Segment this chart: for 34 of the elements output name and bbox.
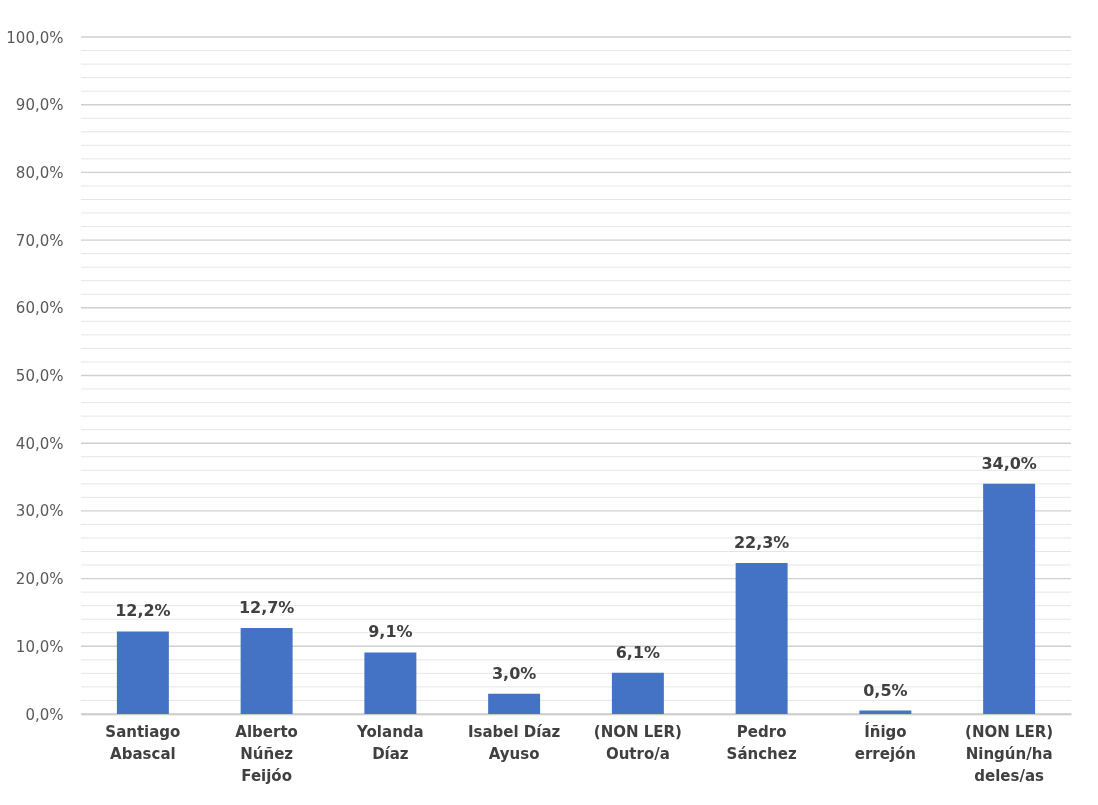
data-label: 6,1% <box>615 642 661 662</box>
bar <box>116 631 169 714</box>
bar <box>735 563 788 714</box>
data-label: 12,7% <box>238 598 295 618</box>
bar <box>488 693 541 714</box>
data-label: 0,5% <box>863 680 908 700</box>
x-tick-label: (NON LER) Outro/a <box>593 722 682 763</box>
bar <box>611 672 664 714</box>
y-tick-label: 60,0% <box>15 299 64 318</box>
x-tick-label: Pedro Sánchez <box>726 722 797 763</box>
y-tick-label: 90,0% <box>15 96 64 115</box>
x-tick-label: Santiago Abascal <box>105 722 181 763</box>
x-tick-label: Isabel Díaz Ayuso <box>467 722 561 763</box>
y-tick-label: 50,0% <box>15 367 64 385</box>
bar <box>364 652 417 714</box>
data-label: 12,2% <box>115 601 171 621</box>
x-tick-label: Íñigo errejón <box>854 721 917 763</box>
y-tick-label: 10,0% <box>15 637 64 656</box>
bar <box>240 628 293 714</box>
data-label: 22,3% <box>733 533 790 553</box>
y-tick-label: 30,0% <box>15 502 64 521</box>
y-tick-label: 20,0% <box>15 570 64 589</box>
y-tick-label: 80,0% <box>15 163 64 182</box>
x-tick-label: (NON LER) Ningún/ha deles/as <box>965 722 1054 785</box>
data-label: 9,1% <box>368 622 413 642</box>
bar <box>983 483 1036 714</box>
y-tick-label: 40,0% <box>15 434 64 453</box>
x-tick-label: Yolanda Díaz <box>356 722 424 763</box>
y-tick-label: 100,0% <box>6 28 64 47</box>
y-tick-label: 0,0% <box>25 705 64 724</box>
x-tick-label: Alberto Núñez Feijóo <box>235 722 298 785</box>
data-label: 3,0% <box>491 663 537 683</box>
y-tick-label: 70,0% <box>15 231 64 250</box>
data-label: 34,0% <box>981 453 1037 473</box>
